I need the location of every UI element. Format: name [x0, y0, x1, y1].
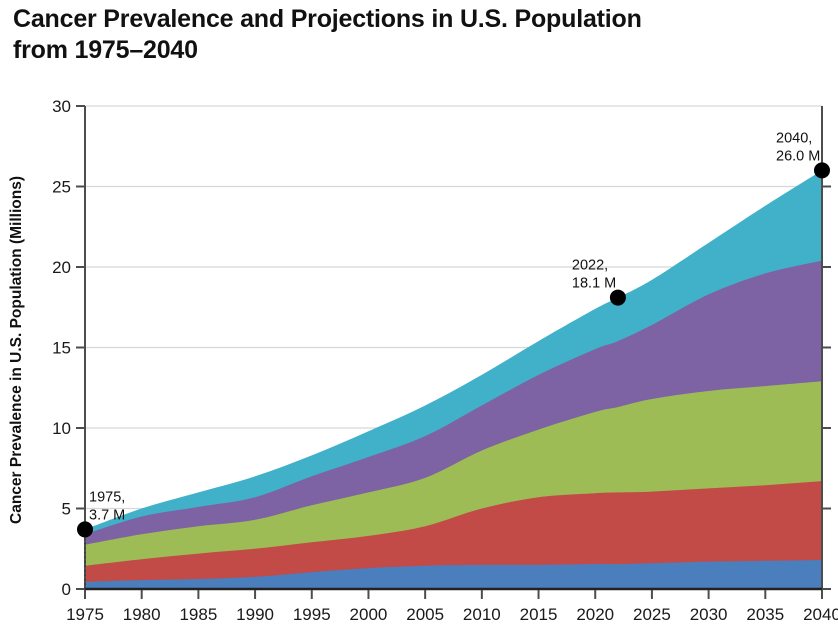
area-1-#4a7ebd [85, 560, 822, 589]
y-tick-label-30: 30 [52, 97, 71, 116]
page-title-line2: from 1975–2040 [13, 36, 198, 64]
y-tick-label-10: 10 [52, 419, 71, 438]
x-tick-label-2010: 2010 [463, 605, 501, 624]
area-2-#c24b47 [85, 481, 822, 589]
annotation-label-2022: 2022, 18.1 M [572, 258, 616, 292]
x-tick-label-2030: 2030 [690, 605, 728, 624]
x-tick-label-2000: 2000 [350, 605, 388, 624]
x-tick-label-1975: 1975 [66, 605, 104, 624]
x-tick-label-2035: 2035 [746, 605, 784, 624]
x-tick-label-1980: 1980 [123, 605, 161, 624]
x-tick-label-1990: 1990 [236, 605, 274, 624]
x-tick-label-2015: 2015 [520, 605, 558, 624]
y-tick-label-0: 0 [62, 580, 71, 599]
page-title-line1: Cancer Prevalence and Projections in U.S… [13, 5, 642, 33]
x-tick-label-2020: 2020 [576, 605, 614, 624]
annotation-label-1975: 1975, 3.7 M [89, 489, 125, 523]
y-tick-label-5: 5 [62, 500, 71, 519]
x-tick-label-2025: 2025 [633, 605, 671, 624]
x-tick-label-1985: 1985 [179, 605, 217, 624]
page-title: Cancer Prevalence and Projections in U.S… [13, 4, 793, 66]
annotation-label-2040: 2040, 26.0 M [776, 130, 820, 164]
annotation-dot-2040 [814, 162, 830, 179]
annotation-dot-2022 [609, 289, 626, 306]
y-tick-label-20: 20 [52, 258, 71, 277]
y-tick-label-15: 15 [52, 339, 71, 358]
x-tick-label-1995: 1995 [293, 605, 331, 624]
y-tick-label-25: 25 [52, 178, 71, 197]
annotation-dot-1975 [77, 521, 93, 538]
x-tick-label-2005: 2005 [406, 605, 444, 624]
x-tick-label-2040: 2040 [803, 605, 838, 624]
